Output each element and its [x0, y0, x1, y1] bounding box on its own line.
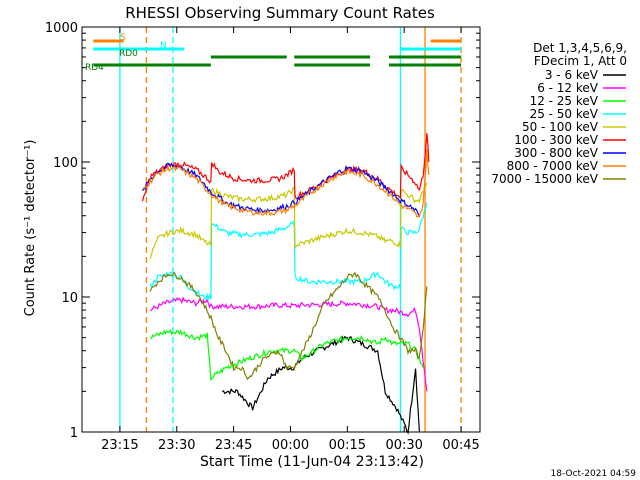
x-tick-label-2: 23:45: [215, 438, 252, 453]
x-tick-label-5: 00:30: [385, 438, 422, 453]
legend-label-0: 3 - 6 keV: [545, 68, 599, 82]
y-tick-label-3: 1000: [45, 21, 78, 36]
flag-label-s: S: [120, 33, 126, 43]
x-tick-label-3: 00:00: [272, 438, 309, 453]
series-line-1: [150, 296, 428, 392]
x-tick-label-1: 23:30: [158, 438, 195, 453]
series-line-0: [222, 335, 420, 435]
x-tick-label-4: 00:15: [329, 438, 366, 453]
y-tick-label-1: 10: [61, 291, 78, 306]
legend-label-6: 300 - 800 keV: [514, 146, 598, 160]
legend-label-7: 800 - 7000 keV: [507, 159, 599, 173]
series-line-5: [142, 133, 430, 202]
legend-header-0: Det 1,3,4,5,6,9,: [533, 41, 627, 55]
legend-label-1: 6 - 12 keV: [537, 81, 599, 95]
legend-label-5: 100 - 300 keV: [514, 133, 598, 147]
x-tick-label-0: 23:15: [101, 438, 138, 453]
series-line-4: [149, 182, 428, 260]
series-line-2: [150, 328, 424, 382]
flag-label-rd4: RD4: [85, 63, 104, 73]
y-axis-label: Count Rate (s⁻¹ detector⁻¹): [23, 140, 38, 317]
chart-title: RHESSI Observing Summary Count Rates: [125, 4, 435, 22]
plot-frame: [81, 26, 481, 433]
legend-label-3: 25 - 50 keV: [530, 107, 599, 121]
legend-label-4: 50 - 100 keV: [522, 120, 599, 134]
legend-header-1: FDecim 1, Att 0: [534, 54, 627, 68]
y-tick-label-2: 100: [53, 156, 78, 171]
axes: 23:15 23:30 23:45 00:00 00:15 00:30 00:45 1 10 10…: [45, 21, 480, 453]
flag-bars: S N RD0 RD4: [85, 33, 462, 73]
x-axis-label: Start Time (11-Jun-04 23:13:42): [200, 454, 424, 470]
legend-label-2: 12 - 25 keV: [530, 94, 599, 108]
x-tick-label-6: 00:45: [442, 438, 479, 453]
legend-label-8: 7000 - 15000 keV: [491, 172, 598, 186]
footer-timestamp: 18-Oct-2021 04:59: [551, 469, 637, 479]
flag-label-n: N: [160, 41, 167, 51]
series-layer: [142, 133, 430, 435]
flag-label-rd0: RD0: [119, 49, 138, 59]
series-line-7: [142, 148, 430, 218]
y-tick-label-0: 1: [70, 426, 78, 441]
series-line-8: [149, 271, 428, 381]
series-line-6: [142, 162, 420, 217]
legend: Det 1,3,4,5,6,9,FDecim 1, Att 03 - 6 keV…: [491, 41, 627, 186]
